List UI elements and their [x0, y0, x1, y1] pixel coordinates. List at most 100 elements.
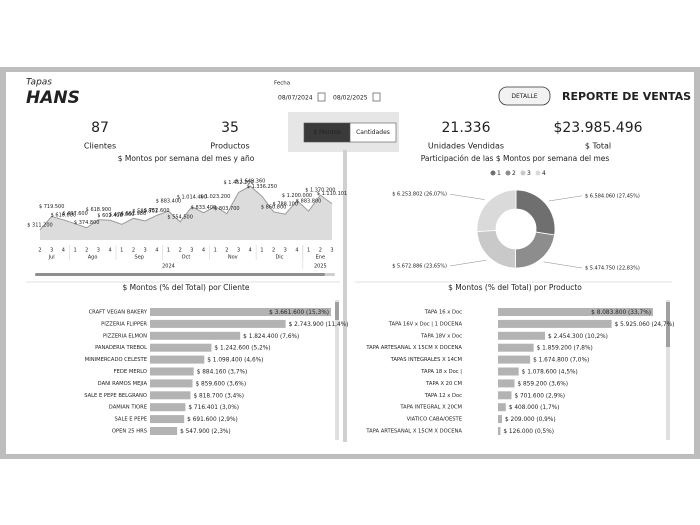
legend-label: 4	[542, 170, 546, 177]
x-tick-label: 2	[179, 248, 182, 254]
bar	[150, 415, 185, 424]
data-label: $ 1.649.360	[235, 179, 265, 185]
x-tick-label: 1	[260, 248, 263, 254]
bar	[150, 308, 331, 316]
data-label: $ 803.700	[214, 206, 239, 212]
data-label: $ 209.000 (0,9%)	[505, 417, 556, 423]
toggle-option-label[interactable]: Cantidades	[356, 129, 390, 136]
toggle-option[interactable]	[349, 122, 397, 143]
x-tick-label: 4	[295, 248, 298, 254]
detail-button[interactable]	[498, 86, 551, 106]
data-label: $ 618.900	[86, 207, 111, 213]
data-label: $ 833.400	[191, 205, 216, 211]
data-label: $ 883.800	[296, 199, 321, 205]
data-label: $ 2.743.900 (11,4%)	[289, 322, 349, 328]
bar	[150, 367, 194, 376]
x-tick-label: 3	[144, 248, 147, 254]
x-tick-label: 1	[167, 248, 170, 254]
x-tick-label: 2	[225, 248, 228, 254]
data-label: $ 616.600	[51, 212, 76, 218]
data-label: $ 2.454.300 (10,2%)	[548, 334, 608, 340]
legend-swatch	[490, 170, 496, 176]
legend-label: 1	[497, 170, 501, 177]
logo-script: Tapas	[26, 78, 52, 88]
x-group-label: Oct	[182, 255, 191, 261]
logo: HANS	[26, 88, 80, 108]
x-tick-label: 1	[214, 248, 217, 254]
legend-label: 3	[527, 170, 531, 177]
x-tick-label: 1	[307, 248, 310, 254]
chart-title: $ Montos (% del Total) por Cliente	[122, 283, 249, 292]
category-label: TAPA 16V x Doc | 1 DOCENA	[388, 321, 463, 327]
detail-button-label[interactable]: DETALLE	[511, 93, 537, 100]
x-tick-label: 4	[62, 248, 65, 254]
data-label: $ 1.098.400 (4,6%)	[207, 358, 263, 364]
data-label: $ 5.672.886 (23,65%)	[392, 263, 447, 269]
x-tick-label: 2	[132, 248, 135, 254]
data-label: $ 860.800	[261, 204, 286, 210]
x-tick-label: 4	[155, 248, 158, 254]
data-label: $ 478.000	[109, 212, 134, 218]
date-from[interactable]: 08/07/2024	[278, 95, 313, 102]
data-label: $ 554.500	[167, 214, 192, 220]
bar	[498, 427, 501, 435]
category-label: FEDE MERLO	[114, 369, 147, 375]
data-label: $ 1.859.200 (7,8%)	[537, 346, 593, 352]
chart-title: $ Montos (% del Total) por Producto	[448, 283, 582, 292]
data-label: $ 580.801	[132, 208, 157, 214]
category-label: TAPA 16 x Doc	[424, 310, 462, 316]
scrollbar	[666, 300, 670, 440]
bar	[150, 391, 191, 400]
scrollbar	[335, 300, 339, 440]
kpi-value: 21.336	[442, 120, 491, 136]
bar	[150, 379, 193, 388]
data-label: $ 691.600 (2,9%)	[187, 417, 238, 423]
bar	[498, 415, 503, 424]
toggle-option-label[interactable]: $ Montos	[313, 129, 341, 136]
x-tick-label: 3	[284, 248, 287, 254]
data-label: $ 497.600	[62, 211, 87, 217]
chart-title: $ Montos por semana del mes y año	[118, 154, 255, 163]
x-group-label: Sep	[135, 255, 144, 261]
x-tick-label: 4	[202, 248, 205, 254]
bar	[498, 379, 515, 388]
x-group-label: 2024	[162, 264, 175, 270]
scrollbar-thumb	[35, 273, 325, 276]
category-label: DANI RAMOS MEJIA	[98, 381, 148, 387]
bar	[498, 367, 519, 376]
x-tick-label: 3	[330, 248, 333, 254]
x-group-label: 2025	[314, 264, 327, 270]
data-label: $ 719.500	[39, 204, 64, 210]
legend-swatch	[520, 170, 526, 176]
x-tick-label: 4	[249, 248, 252, 254]
category-label: TAPA ARTESANAL X 15CM X DOCENA	[365, 429, 462, 435]
bar	[498, 319, 612, 328]
calendar-icon[interactable]	[372, 92, 381, 102]
data-label: $ 788.100	[273, 202, 298, 208]
data-label: $ 547.900 (2,3%)	[180, 429, 231, 435]
scrollbar-thumb	[666, 302, 670, 347]
data-label: $ 1.023.200	[200, 194, 230, 200]
data-label: $ 126.000 (0,5%)	[503, 429, 554, 435]
data-label: $ 1.078.600 (4,5%)	[522, 370, 578, 376]
report-title: REPORTE DE VENTAS	[562, 90, 691, 103]
date-to[interactable]: 08/02/2025	[333, 95, 368, 102]
data-label: $ 1.452.200	[223, 180, 253, 186]
bar	[498, 355, 531, 364]
kpi-value: 87	[91, 120, 109, 136]
data-label: $ 859.600 (3,6%)	[195, 381, 246, 387]
bar	[498, 308, 653, 316]
data-label: $ 5.474.750 (22,83%)	[585, 266, 640, 272]
category-label: TAPA X 20 CM	[425, 381, 462, 387]
calendar-icon[interactable]	[317, 92, 326, 102]
data-label: $ 752.600	[144, 208, 169, 214]
x-tick-label: 2	[85, 248, 88, 254]
bar	[498, 403, 506, 412]
category-label: CRAFT VEGAN BAKERY	[89, 310, 148, 316]
data-label: $ 1.336.250	[247, 184, 277, 190]
data-label: $ 374.800	[74, 220, 99, 226]
leader-line	[548, 195, 583, 202]
date-label: Fecha	[274, 81, 290, 87]
leader-line	[449, 193, 485, 200]
